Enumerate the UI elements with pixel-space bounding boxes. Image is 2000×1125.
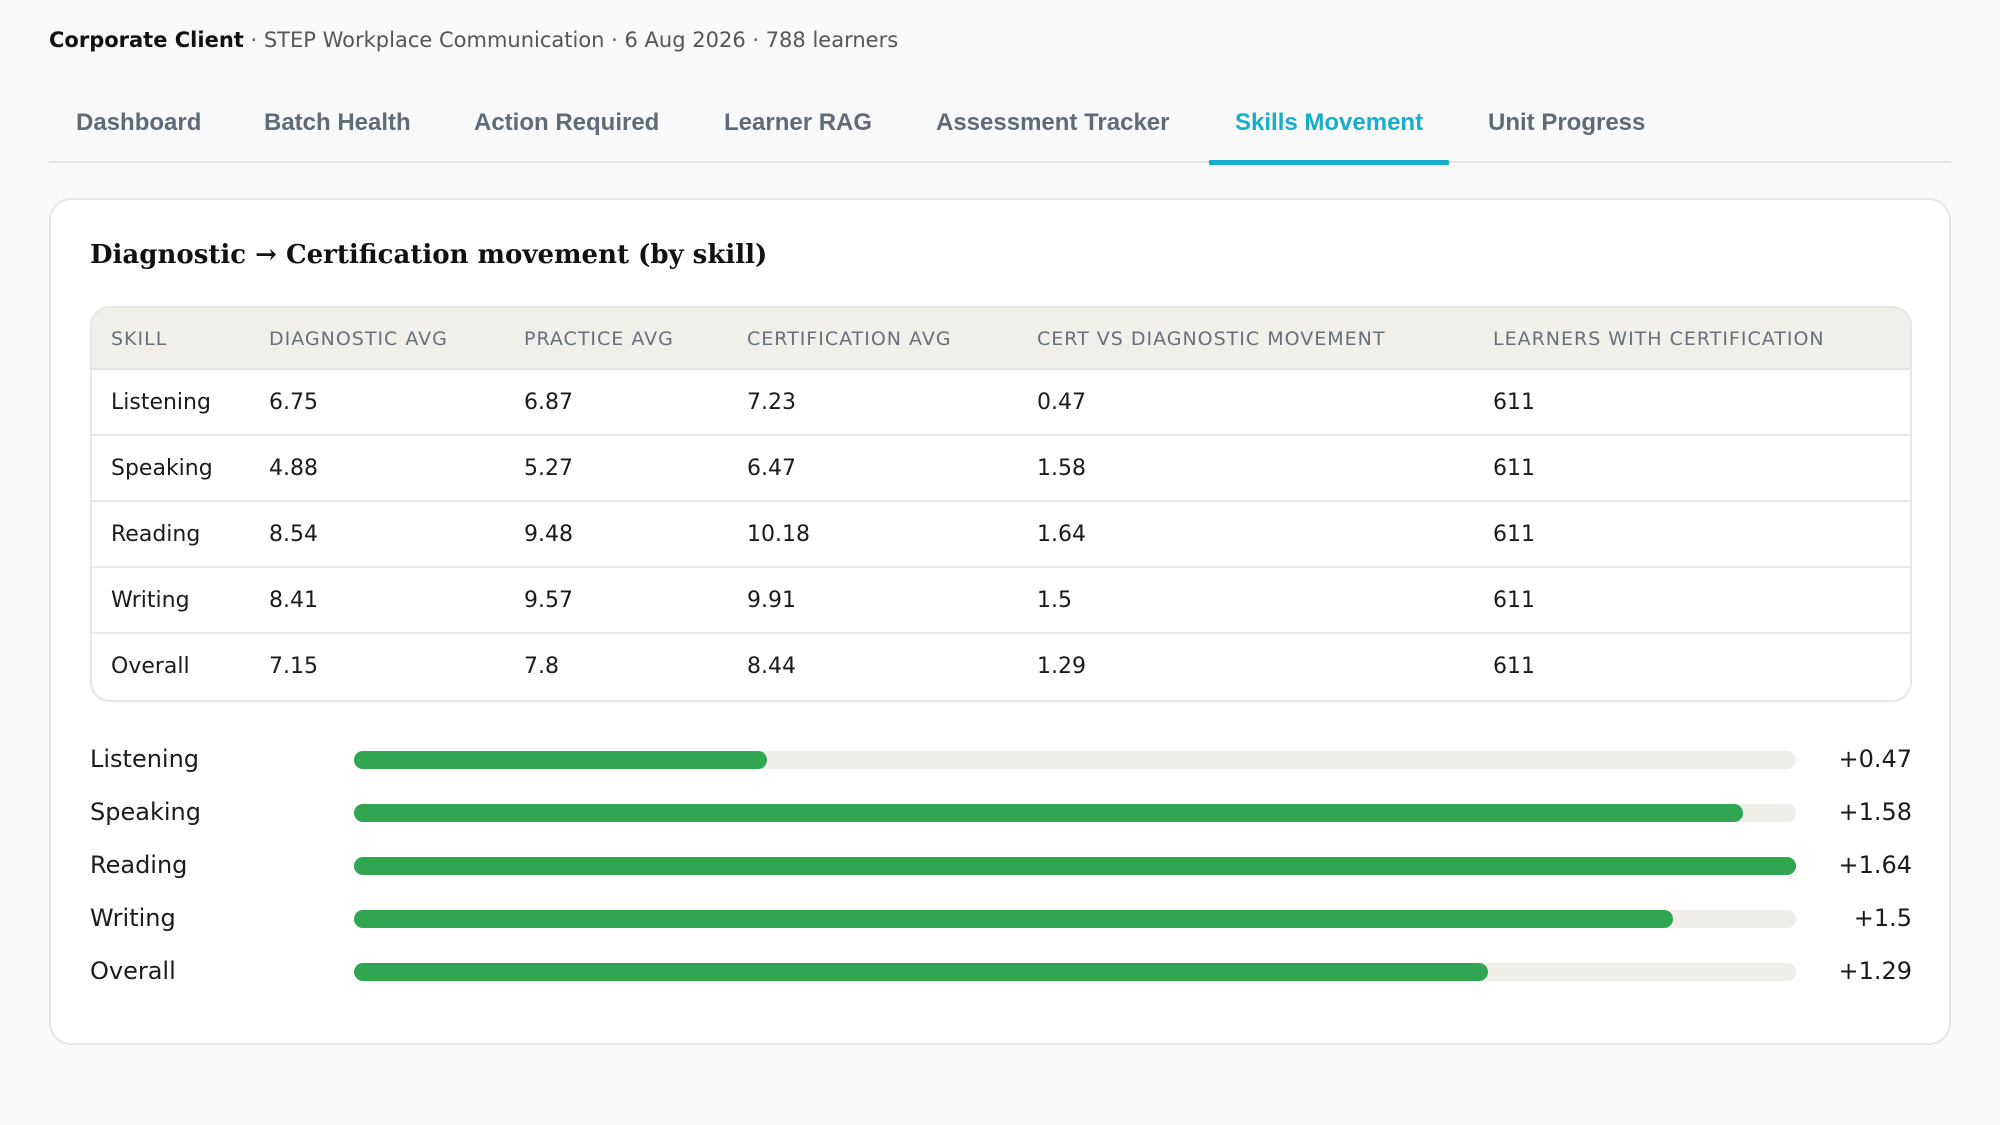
tab-dashboard[interactable]: Dashboard xyxy=(76,109,202,136)
movement-bar-track xyxy=(354,751,1796,769)
skills-table: SKILL DIAGNOSTIC AVG PRACTICE AVG CERTIF… xyxy=(90,306,1912,702)
table-cell-practice-avg: 7.8 xyxy=(524,654,559,679)
table-cell-movement: 1.64 xyxy=(1037,522,1086,547)
movement-bar-fill xyxy=(354,751,768,769)
table-cell-learners: 611 xyxy=(1493,522,1535,547)
table-cell-skill: Overall xyxy=(111,654,190,679)
movement-bar-value: +1.58 xyxy=(1838,798,1912,826)
table-cell-practice-avg: 9.57 xyxy=(524,588,573,613)
table-cell-diagnostic-avg: 8.41 xyxy=(269,588,318,613)
table-cell-learners: 611 xyxy=(1493,456,1535,481)
tab-skills-movement[interactable]: Skills Movement xyxy=(1208,97,1450,165)
column-header-practice-avg: PRACTICE AVG xyxy=(524,328,674,350)
tab-assessment-tracker[interactable]: Assessment Tracker xyxy=(936,109,1170,136)
movement-bar-track xyxy=(354,963,1796,981)
movement-bar-label: Reading xyxy=(90,851,188,879)
column-header-diagnostic-avg: DIAGNOSTIC AVG xyxy=(269,328,448,350)
table-cell-skill: Listening xyxy=(111,390,211,415)
table-cell-skill: Speaking xyxy=(111,456,213,481)
movement-bar-label: Writing xyxy=(90,904,176,932)
table-cell-certification-avg: 10.18 xyxy=(747,522,810,547)
movement-bar-track xyxy=(354,804,1796,822)
table-row: Listening 6.75 6.87 7.23 0.47 611 xyxy=(92,370,1910,436)
table-cell-diagnostic-avg: 7.15 xyxy=(269,654,318,679)
movement-bar-value: +1.29 xyxy=(1838,957,1912,985)
movement-bar-row: Speaking +1.58 xyxy=(90,794,1912,847)
table-cell-practice-avg: 9.48 xyxy=(524,522,573,547)
tab-bar: Dashboard Batch Health Action Required L… xyxy=(49,97,1951,165)
table-cell-learners: 611 xyxy=(1493,654,1535,679)
column-header-certification-avg: CERTIFICATION AVG xyxy=(747,328,952,350)
tab-learner-rag[interactable]: Learner RAG xyxy=(724,109,873,136)
table-cell-learners: 611 xyxy=(1493,588,1535,613)
table-cell-certification-avg: 8.44 xyxy=(747,654,796,679)
movement-bar-label: Overall xyxy=(90,957,176,985)
table-cell-certification-avg: 7.23 xyxy=(747,390,796,415)
movement-bar-fill xyxy=(354,804,1744,822)
table-cell-movement: 0.47 xyxy=(1037,390,1086,415)
table-row: Speaking 4.88 5.27 6.47 1.58 611 xyxy=(92,436,1910,502)
table-cell-learners: 611 xyxy=(1493,390,1535,415)
client-name: Corporate Client xyxy=(49,28,244,52)
table-header: SKILL DIAGNOSTIC AVG PRACTICE AVG CERTIF… xyxy=(92,308,1910,370)
movement-bar-row: Reading +1.64 xyxy=(90,847,1912,900)
movement-bar-value: +1.64 xyxy=(1838,851,1912,879)
table-row: Reading 8.54 9.48 10.18 1.64 611 xyxy=(92,502,1910,568)
table-cell-certification-avg: 9.91 xyxy=(747,588,796,613)
table-cell-practice-avg: 6.87 xyxy=(524,390,573,415)
table-cell-practice-avg: 5.27 xyxy=(524,456,573,481)
table-cell-movement: 1.29 xyxy=(1037,654,1086,679)
movement-bar-fill xyxy=(354,857,1796,875)
movement-bar-label: Listening xyxy=(90,745,200,773)
table-cell-movement: 1.58 xyxy=(1037,456,1086,481)
table-cell-diagnostic-avg: 4.88 xyxy=(269,456,318,481)
movement-bar-value: +0.47 xyxy=(1838,745,1912,773)
tab-batch-health[interactable]: Batch Health xyxy=(264,109,411,136)
table-cell-diagnostic-avg: 6.75 xyxy=(269,390,318,415)
column-header-skill: SKILL xyxy=(111,328,168,350)
movement-bar-row: Writing +1.5 xyxy=(90,900,1912,953)
table-cell-certification-avg: 6.47 xyxy=(747,456,796,481)
table-cell-diagnostic-avg: 8.54 xyxy=(269,522,318,547)
tab-unit-progress[interactable]: Unit Progress xyxy=(1488,109,1646,136)
page-header: Corporate Client · STEP Workplace Commun… xyxy=(49,28,898,52)
table-row: Overall 7.15 7.8 8.44 1.29 611 xyxy=(92,634,1910,700)
column-header-learners: LEARNERS WITH CERTIFICATION xyxy=(1493,328,1825,350)
movement-bar-track xyxy=(354,857,1796,875)
movement-bar-label: Speaking xyxy=(90,798,201,826)
table-row: Writing 8.41 9.57 9.91 1.5 611 xyxy=(92,568,1910,634)
skills-movement-card: Diagnostic → Certification movement (by … xyxy=(49,198,1951,1045)
table-cell-skill: Reading xyxy=(111,522,201,547)
table-cell-movement: 1.5 xyxy=(1037,588,1072,613)
movement-bar-row: Overall +1.29 xyxy=(90,953,1912,1006)
tab-action-required[interactable]: Action Required xyxy=(474,109,660,136)
movement-bar-fill xyxy=(354,963,1489,981)
card-title: Diagnostic → Certification movement (by … xyxy=(90,240,768,270)
movement-bar-row: Listening +0.47 xyxy=(90,741,1912,794)
header-details: · STEP Workplace Communication · 6 Aug 2… xyxy=(243,28,899,52)
movement-bar-fill xyxy=(354,910,1673,928)
table-cell-skill: Writing xyxy=(111,588,190,613)
column-header-movement: CERT VS DIAGNOSTIC MOVEMENT xyxy=(1037,328,1386,350)
movement-bar-track xyxy=(354,910,1796,928)
movement-bars: Listening +0.47 Speaking +1.58 Reading +… xyxy=(90,741,1912,1006)
movement-bar-value: +1.5 xyxy=(1853,904,1912,932)
